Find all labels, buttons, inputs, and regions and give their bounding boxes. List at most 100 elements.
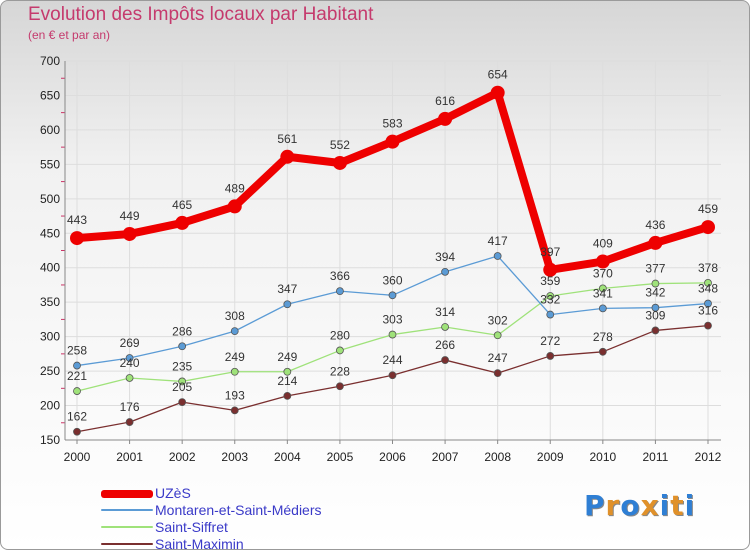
- data-point-s1-2001: [125, 354, 134, 362]
- data-label-s3-2003: 193: [225, 388, 245, 402]
- data-point-s1-2005: [336, 287, 344, 296]
- data-label-s3-2002: 205: [172, 380, 192, 394]
- x-tick-label-2005: 2005: [327, 450, 354, 464]
- y-tick-label-500: 500: [40, 192, 60, 206]
- x-tick-label-2004: 2004: [274, 450, 301, 464]
- y-tick-label-150: 150: [40, 433, 60, 447]
- data-point-s0-2002: [175, 215, 190, 230]
- data-label-s2-2004: 249: [277, 350, 297, 364]
- data-point-s0-2005: [332, 155, 347, 170]
- y-tick-label-200: 200: [40, 399, 60, 413]
- data-label-s2-2001: 240: [120, 356, 140, 370]
- y-tick-label-700: 700: [40, 54, 60, 68]
- data-label-s1-2008: 417: [488, 234, 508, 248]
- data-point-s1-2006: [388, 291, 397, 300]
- data-point-s0-2001: [122, 226, 137, 241]
- data-point-s0-2007: [438, 111, 453, 126]
- data-point-s2-2001: [125, 374, 134, 382]
- brand-letter: i: [659, 489, 671, 522]
- data-point-s1-2003: [230, 327, 239, 336]
- legend-swatch-saint-siffret: [101, 526, 153, 528]
- data-point-s0-2003: [227, 199, 242, 214]
- data-label-s1-2006: 360: [382, 273, 402, 287]
- data-label-s1-2007: 394: [435, 250, 455, 264]
- data-label-s3-2010: 278: [593, 330, 613, 344]
- data-label-s2-2003: 249: [225, 350, 245, 364]
- data-label-s2-2009: 359: [540, 274, 560, 288]
- data-label-s3-2004: 214: [277, 374, 297, 388]
- data-point-s3-2010: [598, 347, 607, 356]
- data-point-s0-2006: [385, 134, 400, 149]
- y-tick-label-600: 600: [40, 123, 60, 137]
- data-label-s1-2004: 347: [277, 282, 297, 296]
- data-point-s0-2000: [70, 231, 84, 246]
- brand-letter: i: [684, 489, 696, 522]
- data-label-s0-2007: 616: [435, 94, 455, 108]
- data-label-s2-2000: 221: [67, 369, 87, 383]
- data-point-s3-2004: [283, 391, 292, 400]
- data-point-s2-2012: [704, 278, 712, 287]
- legend-swatch-saint-maximin: [101, 543, 153, 545]
- data-label-s1-2011: 342: [645, 286, 665, 300]
- x-tick-label-2003: 2003: [221, 450, 248, 464]
- data-label-s1-2005: 366: [330, 269, 350, 283]
- brand-letter: t: [670, 489, 685, 522]
- x-tick-label-2000: 2000: [64, 450, 91, 464]
- data-point-s2-2009: [546, 292, 555, 300]
- brand-letter: x: [640, 489, 660, 522]
- legend-label-saint-siffret: Saint-Siffret: [155, 519, 228, 535]
- data-point-s3-2001: [125, 418, 134, 426]
- data-label-s1-2001: 269: [120, 336, 140, 350]
- data-point-s1-2008: [493, 252, 502, 260]
- data-label-s3-2006: 244: [382, 353, 402, 367]
- data-label-s3-2012: 316: [698, 304, 718, 318]
- y-tick-label-550: 550: [40, 157, 60, 171]
- data-label-s0-2009: 397: [540, 245, 560, 259]
- y-tick-label-400: 400: [40, 261, 60, 275]
- data-label-s0-2004: 561: [277, 132, 297, 146]
- data-point-s2-2002: [178, 377, 187, 386]
- x-tick-label-2009: 2009: [537, 450, 564, 464]
- data-point-s1-2004: [283, 300, 292, 309]
- data-point-s1-2007: [441, 267, 449, 276]
- axes: 150 200 250 300 350 400 450 500 550 600 650 700 2000…: [40, 54, 722, 464]
- data-point-s0-2010: [595, 254, 610, 269]
- data-label-s2-2005: 280: [330, 328, 350, 342]
- data-label-s1-2002: 286: [172, 324, 192, 338]
- chart-title: Evolution des Impôts locaux par Habitant: [28, 4, 374, 25]
- data-labels: 162 176 205 193 214 228 244 266 247 272 278 309 316 2…: [67, 68, 718, 424]
- data-label-s0-2006: 583: [382, 117, 402, 131]
- legend-label-montaren: Montaren-et-Saint-Médiers: [155, 502, 322, 518]
- data-label-s0-2008: 654: [488, 68, 508, 82]
- data-label-s0-2001: 449: [120, 209, 140, 223]
- y-tick-label-350: 350: [40, 295, 60, 309]
- data-point-s2-2008: [493, 331, 502, 340]
- data-label-s1-2003: 308: [225, 309, 245, 323]
- data-label-s3-2007: 266: [435, 338, 455, 352]
- brand-letter: P: [584, 489, 606, 522]
- data-label-s3-2005: 228: [330, 364, 350, 378]
- data-point-s1-2002: [178, 342, 187, 351]
- data-label-s1-2012: 348: [698, 282, 718, 296]
- data-point-s0-2011: [648, 235, 663, 250]
- data-point-s2-2010: [598, 284, 607, 293]
- data-point-s3-2000: [73, 427, 81, 436]
- data-point-s0-2012: [701, 220, 715, 235]
- legend-swatch-uzes: [101, 490, 153, 498]
- data-point-s3-2012: [704, 321, 712, 330]
- data-point-s3-2002: [178, 398, 187, 407]
- data-label-s0-2010: 409: [593, 237, 613, 251]
- data-label-s2-2002: 235: [172, 359, 192, 373]
- data-label-s2-2010: 370: [593, 266, 613, 280]
- y-tick-label-450: 450: [40, 226, 60, 240]
- y-tick-label-650: 650: [40, 88, 60, 102]
- data-label-s1-2009: 332: [540, 293, 560, 307]
- x-tick-label-2007: 2007: [432, 450, 459, 464]
- x-tick-label-2010: 2010: [589, 450, 616, 464]
- legend-label-uzes: UZèS: [155, 485, 191, 501]
- data-label-s1-2000: 258: [67, 344, 87, 358]
- data-label-s0-2012: 459: [698, 202, 718, 216]
- data-label-s2-2007: 314: [435, 305, 455, 319]
